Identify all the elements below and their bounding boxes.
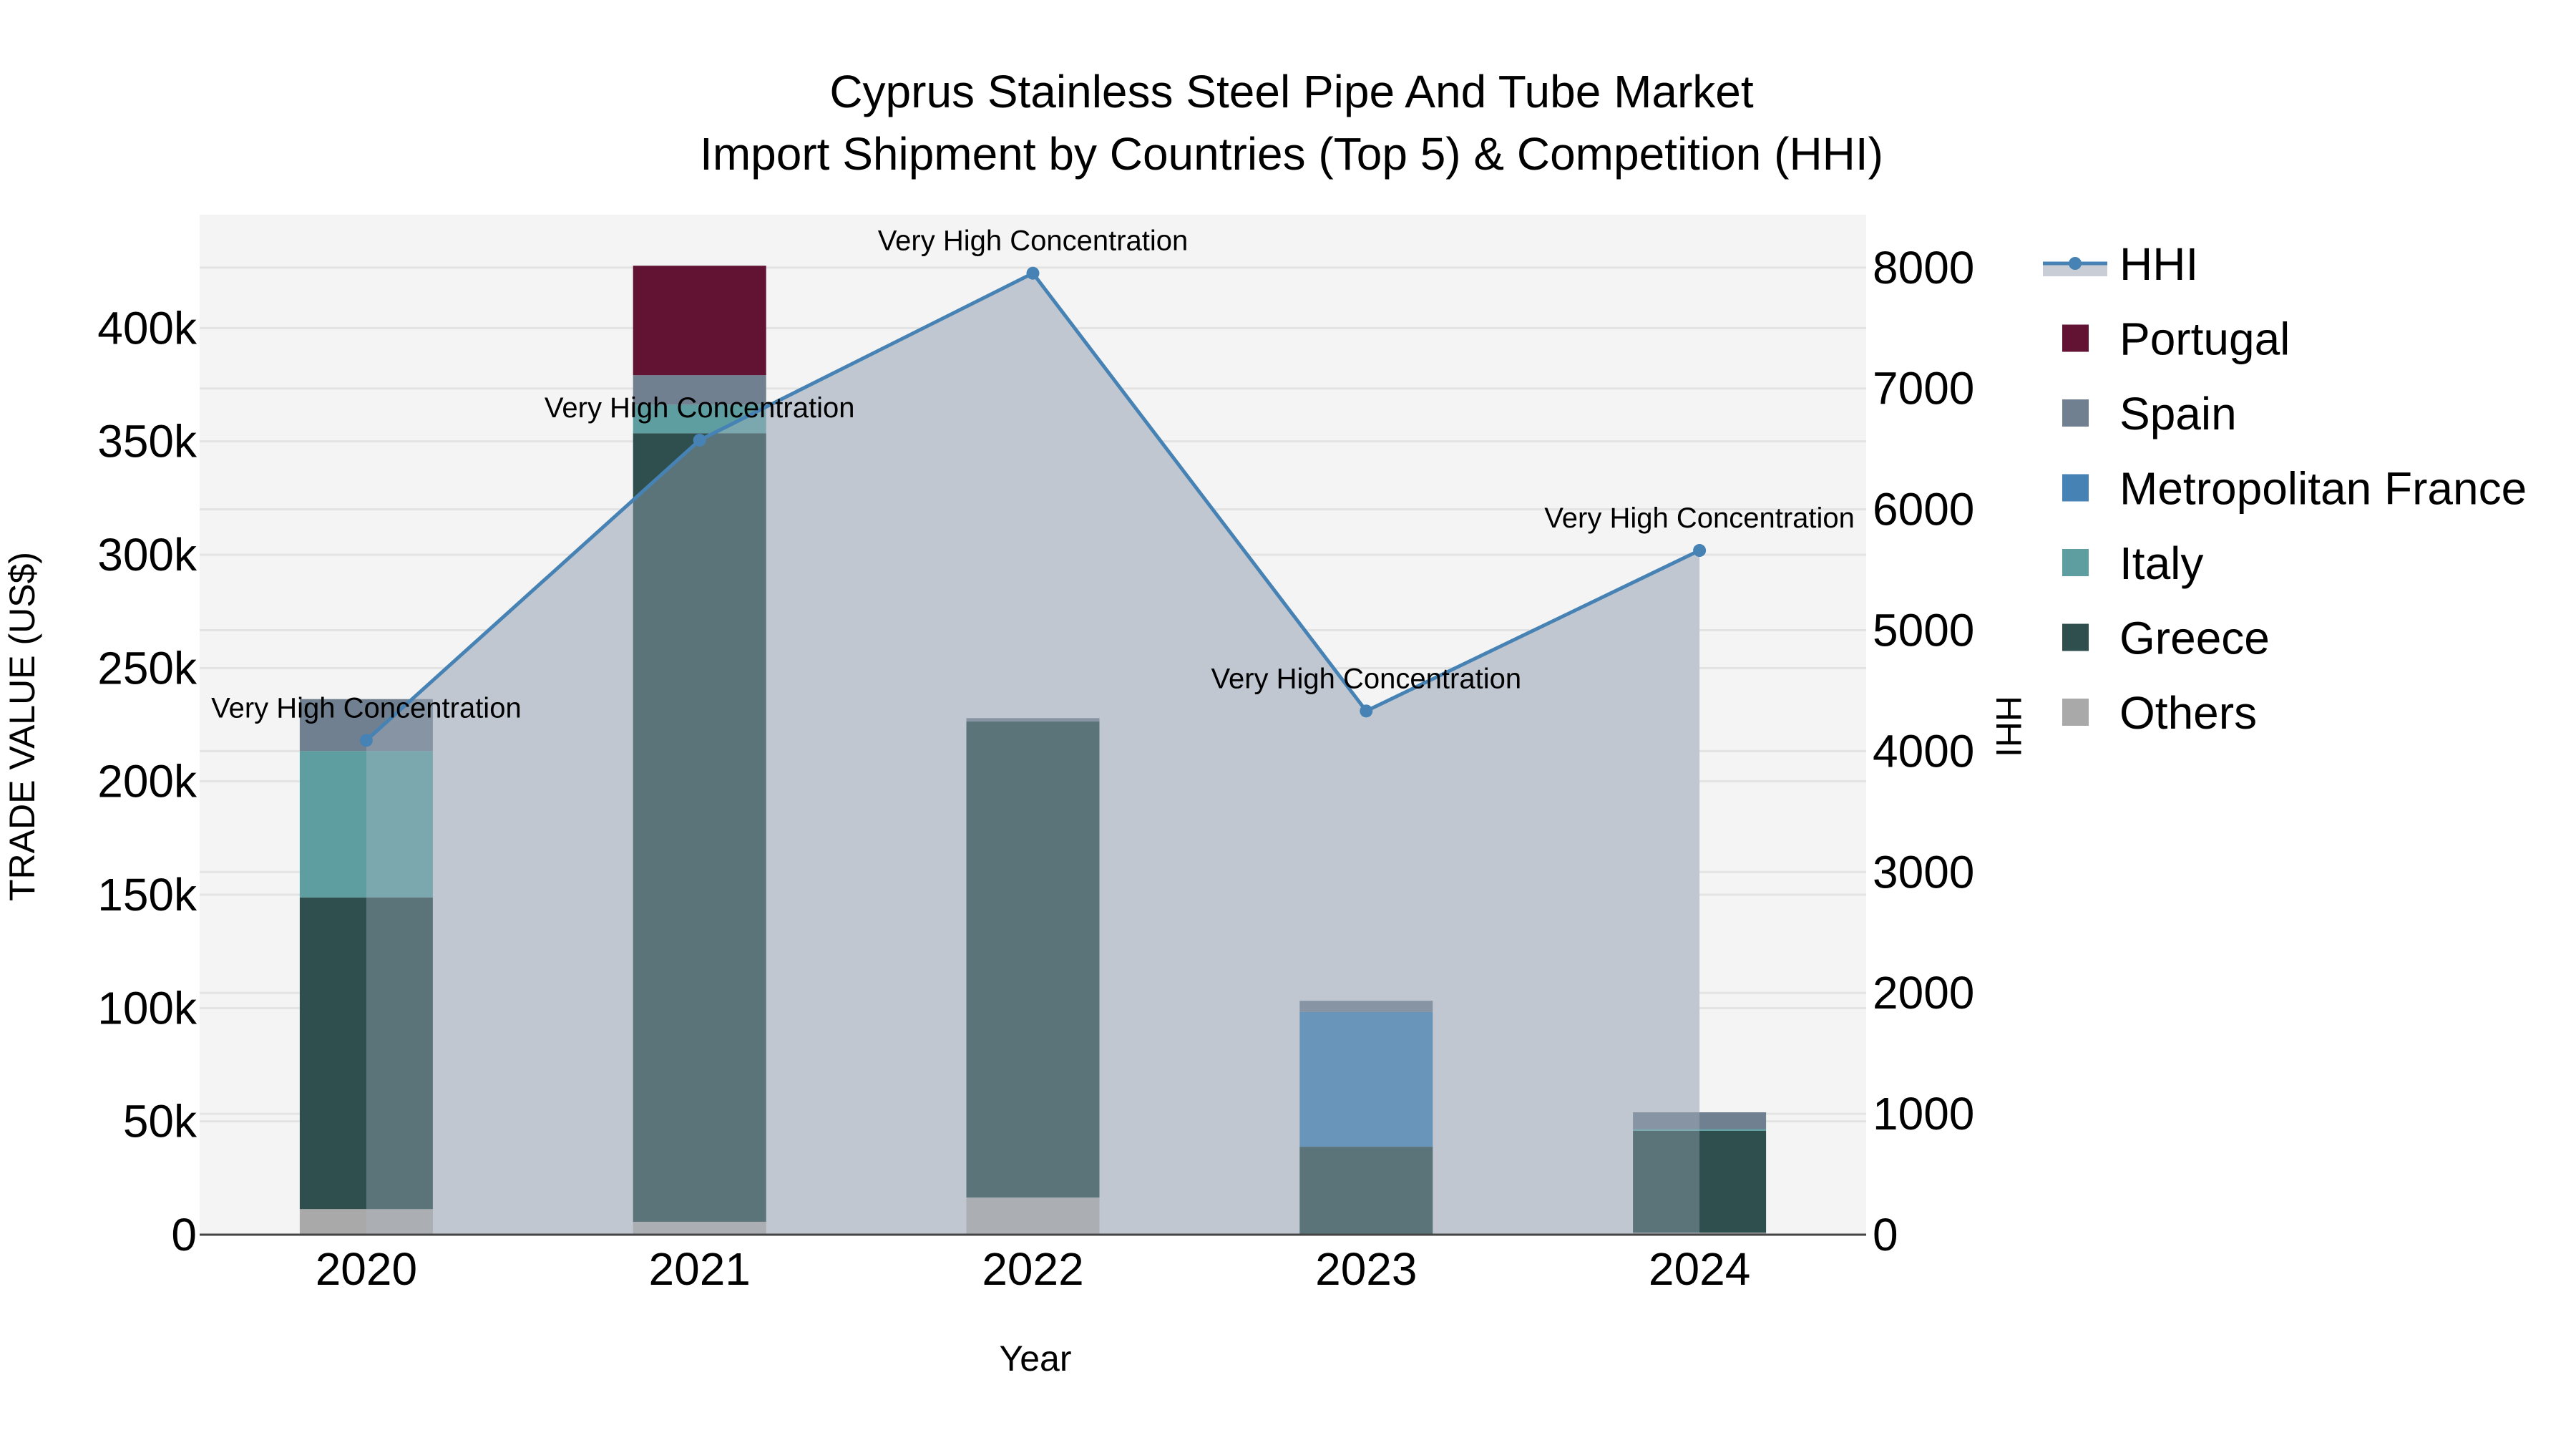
legend-swatch-icon xyxy=(2062,699,2089,726)
y2-tick-label: 5000 xyxy=(1873,605,1974,656)
bar-segment-greece[interactable] xyxy=(633,433,766,1222)
y2-tick-label: 4000 xyxy=(1873,725,1974,777)
x-axis-title: Year xyxy=(999,1338,1071,1379)
bar-segment-spain[interactable] xyxy=(1633,1112,1767,1129)
legend-swatch-icon xyxy=(2062,623,2089,651)
bar-segment-italy[interactable] xyxy=(1633,1129,1767,1131)
legend-item-others[interactable]: Others xyxy=(2062,687,2257,739)
bar-segment-greece[interactable] xyxy=(966,721,1100,1198)
hhi-marker-2024[interactable] xyxy=(1693,544,1707,558)
annotation-label: Very High Concentration xyxy=(545,392,855,424)
hhi-area-overlay xyxy=(366,273,1700,1235)
legend-marker-icon xyxy=(2069,257,2082,270)
hhi-marker-2022[interactable] xyxy=(1026,266,1040,280)
bar-segment-spain[interactable] xyxy=(633,375,766,405)
x-axis-ticks: 2020 2021 2022 2023 2024 xyxy=(316,1243,1751,1295)
y-tick-label: 400k xyxy=(97,302,197,354)
y2-tick-label: 3000 xyxy=(1873,846,1974,898)
x-tick-label: 2024 xyxy=(1649,1243,1750,1295)
legend-item-hhi[interactable]: HHI xyxy=(2043,238,2198,290)
y-tick-label: 100k xyxy=(97,982,197,1034)
bar-segment-greece[interactable] xyxy=(1633,1130,1767,1233)
legend: HHI Portugal Spain Metropolitan France Italy… xyxy=(2043,238,2527,739)
y2-tick-label: 6000 xyxy=(1873,484,1974,535)
bar-segment-others[interactable] xyxy=(633,1221,766,1235)
legend-item-metropolitan-france[interactable]: Metropolitan France xyxy=(2062,463,2527,515)
bar-segment-portugal[interactable] xyxy=(633,266,766,376)
legend-item-portugal[interactable]: Portugal xyxy=(2062,314,2290,365)
y-tick-label: 300k xyxy=(97,529,197,580)
x-tick-label: 2021 xyxy=(649,1243,751,1295)
y2-tick-label: 2000 xyxy=(1873,967,1974,1019)
hhi-fill-overlay xyxy=(366,273,1700,1235)
y-tick-label: 350k xyxy=(97,416,197,467)
y-tick-label: 250k xyxy=(97,642,197,694)
bar-group-2021[interactable] xyxy=(633,266,766,1235)
y2-tick-label: 8000 xyxy=(1873,242,1974,293)
x-tick-label: 2022 xyxy=(982,1243,1083,1295)
y-axis-right-ticks: 0 1000 2000 3000 4000 5000 6000 7000 8000 xyxy=(1873,242,1974,1260)
bar-group-2024[interactable] xyxy=(1633,1112,1767,1235)
bar-group-2022[interactable] xyxy=(966,718,1100,1235)
hhi-marker-2023[interactable] xyxy=(1360,704,1373,718)
bar-group-2023[interactable] xyxy=(1299,1001,1433,1235)
hhi-marker-2021[interactable] xyxy=(693,433,706,447)
hhi-marker-2020[interactable] xyxy=(359,734,373,747)
bar-segment-others[interactable] xyxy=(966,1197,1100,1235)
y2-axis-title: HHI xyxy=(1989,696,2029,757)
x-tick-label: 2023 xyxy=(1315,1243,1417,1295)
chart-subtitle: Import Shipment by Countries (Top 5) & C… xyxy=(700,128,1883,180)
y-axis-title: TRADE VALUE (US$) xyxy=(2,552,42,901)
y-tick-label: 50k xyxy=(123,1096,197,1147)
annotations: Very High Concentration Very High Concent… xyxy=(211,225,1855,724)
hhi-line xyxy=(359,266,1707,747)
bar-group-2020[interactable] xyxy=(299,699,433,1235)
legend-swatch-icon xyxy=(2062,549,2089,576)
legend-label: Metropolitan France xyxy=(2119,463,2527,515)
x-tick-label: 2020 xyxy=(316,1243,417,1295)
bar-segment-spain[interactable] xyxy=(966,718,1100,722)
bar-segment-others[interactable] xyxy=(299,1209,433,1235)
legend-swatch-icon xyxy=(2062,474,2089,502)
y-axis-left-ticks: 0 50k 100k 150k 200k 250k 300k 350k 400k xyxy=(97,302,197,1260)
bar-segment-spain[interactable] xyxy=(1299,1001,1433,1012)
legend-label: HHI xyxy=(2119,238,2198,290)
bar-segment-greece[interactable] xyxy=(1299,1147,1433,1235)
legend-label: Others xyxy=(2119,687,2257,739)
annotation-label: Very High Concentration xyxy=(878,225,1189,257)
bar-segment-italy[interactable] xyxy=(299,751,433,898)
y2-tick-label: 0 xyxy=(1873,1209,1898,1260)
y2-tick-label: 1000 xyxy=(1873,1088,1974,1139)
legend-label: Portugal xyxy=(2119,314,2290,365)
bar-segment-metropolitan-france[interactable] xyxy=(1299,1011,1433,1147)
y-tick-label: 150k xyxy=(97,869,197,920)
legend-label: Italy xyxy=(2119,538,2203,589)
bar-segment-greece[interactable] xyxy=(299,897,433,1210)
y-tick-label: 200k xyxy=(97,756,197,807)
y-tick-label: 0 xyxy=(171,1209,197,1260)
y2-tick-label: 7000 xyxy=(1873,363,1974,414)
legend-swatch-icon xyxy=(2062,399,2089,427)
legend-item-italy[interactable]: Italy xyxy=(2062,538,2203,589)
stacked-bars xyxy=(299,266,1767,1235)
legend-swatch-icon xyxy=(2062,324,2089,352)
annotation-label: Very High Concentration xyxy=(1211,663,1522,694)
legend-item-spain[interactable]: Spain xyxy=(2062,388,2237,439)
legend-label: Greece xyxy=(2119,613,2270,664)
annotation-label: Very High Concentration xyxy=(211,692,522,724)
legend-label: Spain xyxy=(2119,388,2237,439)
annotation-label: Very High Concentration xyxy=(1544,502,1855,534)
legend-item-greece[interactable]: Greece xyxy=(2062,613,2270,664)
chart-title: Cyprus Stainless Steel Pipe And Tube Mar… xyxy=(829,66,1754,117)
